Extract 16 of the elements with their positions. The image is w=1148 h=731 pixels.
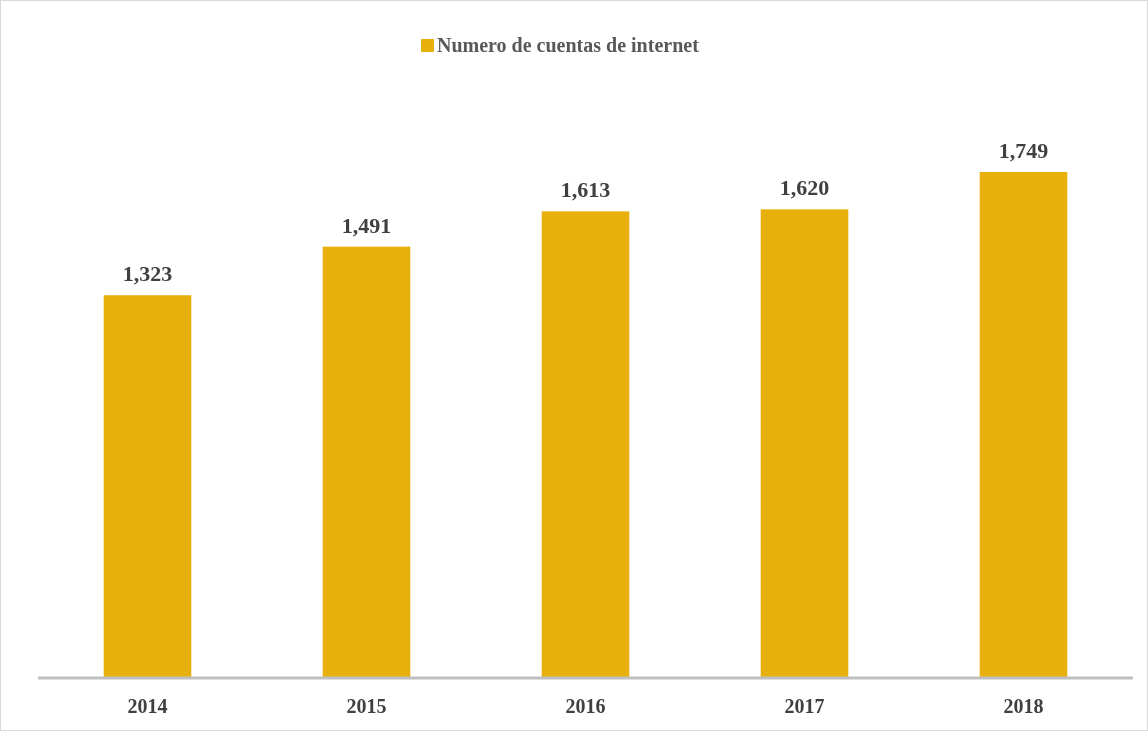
data-label: 1,491 — [341, 212, 392, 238]
x-tick-label: 2016 — [565, 695, 606, 717]
x-tick-label: 2017 — [784, 695, 825, 717]
x-tick-label: 2018 — [1003, 695, 1044, 717]
x-tick-label: 2014 — [127, 695, 168, 717]
data-label: 1,323 — [122, 261, 173, 287]
bar — [760, 209, 849, 678]
bar — [322, 246, 411, 678]
x-tick-label: 2015 — [346, 695, 387, 717]
data-label: 1,620 — [779, 175, 830, 201]
bar — [541, 211, 630, 678]
legend-label: Numero de cuentas de internet — [437, 34, 700, 56]
data-label: 1,613 — [560, 177, 611, 203]
bar — [103, 295, 192, 678]
data-label: 1,749 — [998, 138, 1049, 163]
bar — [979, 172, 1068, 678]
